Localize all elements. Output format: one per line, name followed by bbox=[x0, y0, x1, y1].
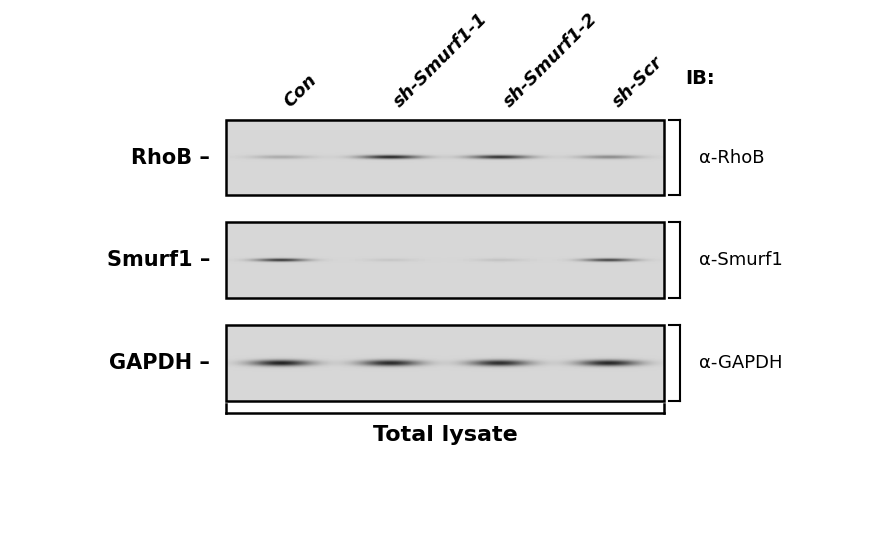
Bar bbox=[226, 222, 663, 298]
Text: α-RhoB: α-RhoB bbox=[699, 148, 764, 167]
Text: sh-Smurf1-2: sh-Smurf1-2 bbox=[500, 10, 601, 111]
Text: RhoB –: RhoB – bbox=[131, 147, 211, 168]
Text: Smurf1 –: Smurf1 – bbox=[107, 250, 211, 270]
Text: α-GAPDH: α-GAPDH bbox=[699, 354, 782, 372]
Text: sh-Scr: sh-Scr bbox=[609, 53, 667, 111]
Bar bbox=[226, 325, 663, 400]
Text: GAPDH –: GAPDH – bbox=[109, 353, 211, 373]
Text: Con: Con bbox=[281, 71, 321, 111]
Text: α-Smurf1: α-Smurf1 bbox=[699, 251, 782, 269]
Text: Total lysate: Total lysate bbox=[373, 425, 517, 445]
Text: sh-Smurf1-1: sh-Smurf1-1 bbox=[390, 10, 492, 111]
Bar bbox=[226, 120, 663, 195]
Text: IB:: IB: bbox=[685, 69, 715, 87]
